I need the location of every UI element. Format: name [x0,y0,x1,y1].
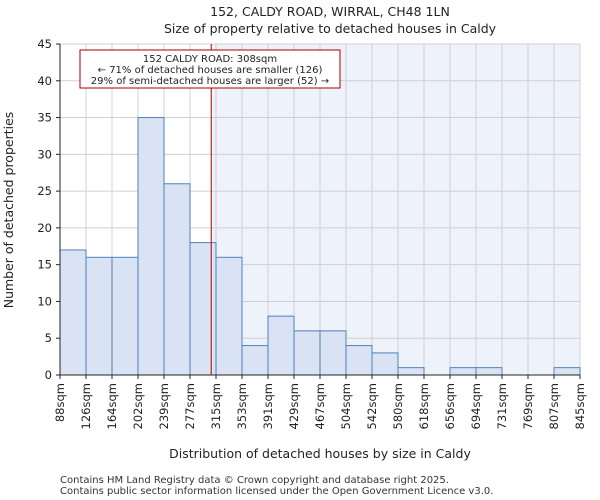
x-axis-label: Distribution of detached houses by size … [169,446,471,461]
chart-title: 152, CALDY ROAD, WIRRAL, CH48 1LN [210,4,450,19]
x-tick-label: 467sqm [313,383,327,429]
bar [215,256,243,376]
x-tick-label: 164sqm [105,383,119,429]
bar [371,352,399,376]
x-tick-label: 277sqm [183,383,197,429]
y-tick-label: 35 [37,111,52,125]
footer-line-1: Contains HM Land Registry data © Crown c… [60,475,449,486]
bar [553,367,581,376]
y-tick-label: 30 [37,147,52,161]
x-tick-label: 580sqm [391,383,405,429]
x-tick-label: 315sqm [209,383,223,429]
annotation-box: 152 CALDY ROAD: 308sqm ← 71% of detached… [79,49,341,89]
bar [267,315,295,376]
y-tick-label: 40 [37,74,52,88]
bar [59,249,87,376]
bar [85,256,113,376]
bar [397,367,425,376]
y-tick-label: 45 [37,37,52,51]
bar [319,330,347,376]
x-tick-label: 202sqm [131,383,145,429]
y-tick-label: 0 [45,368,52,382]
bar [449,367,477,376]
bar [293,330,321,376]
x-ticks: 88sqm 126sqm 164sqm 202sqm 239sqm 277sqm 315sq… [53,375,587,429]
annotation-line-2: ← 71% of detached houses are smaller (12… [98,65,323,76]
bar [241,345,269,376]
bar [111,256,139,376]
chart-subtitle: Size of property relative to detached ho… [164,21,497,36]
x-tick-label: 731sqm [495,383,509,429]
x-tick-label: 126sqm [79,383,93,429]
x-tick-label: 845sqm [573,383,587,429]
bar [189,242,217,376]
y-axis-label: Number of detached properties [1,112,16,309]
annotation-frame [79,49,341,89]
x-tick-label: 656sqm [443,383,457,429]
y-tick-label: 25 [37,184,52,198]
larger-region [211,44,581,375]
x-tick-label: 429sqm [287,383,301,429]
x-tick-label: 618sqm [417,383,431,429]
x-tick-label: 88sqm [53,383,67,422]
x-tick-label: 391sqm [261,383,275,429]
x-tick-label: 769sqm [521,383,535,429]
y-ticks: 0 5 10 15 20 25 30 35 40 45 [37,37,60,382]
y-tick-label: 10 [37,294,52,308]
y-tick-label: 20 [37,221,52,235]
x-tick-label: 807sqm [547,383,561,429]
x-tick-label: 694sqm [469,383,483,429]
y-tick-label: 5 [45,331,52,345]
x-tick-label: 542sqm [365,383,379,429]
bar [137,117,165,376]
bar [163,183,191,376]
bar [345,345,373,376]
bar [475,367,503,376]
x-tick-label: 239sqm [157,383,171,429]
x-tick-label: 353sqm [235,383,249,429]
x-tick-label: 504sqm [339,383,353,429]
footer-line-2: Contains public sector information licen… [60,486,493,497]
annotation-line-3: 29% of semi-detached houses are larger (… [91,76,329,87]
annotation-line-1: 152 CALDY ROAD: 308sqm [143,54,277,65]
y-tick-label: 15 [37,258,52,272]
